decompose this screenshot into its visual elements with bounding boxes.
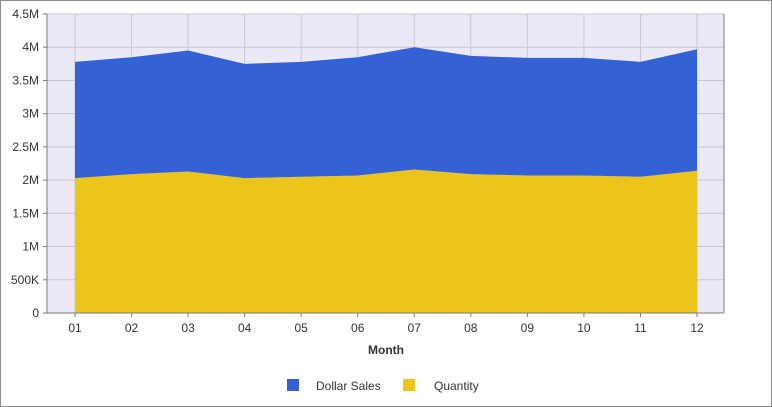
y-tick-label: 0: [32, 306, 39, 320]
y-tick-label: 500K: [11, 273, 39, 287]
x-tick-label: 06: [351, 321, 365, 335]
x-tick-label: 08: [464, 321, 478, 335]
area-series: [75, 47, 697, 313]
x-tick-label: 07: [408, 321, 422, 335]
axes: [46, 14, 725, 314]
y-tick-label: 1M: [22, 240, 39, 254]
y-tick-label: 4M: [22, 40, 39, 54]
y-tick-label: 3.5M: [12, 73, 39, 87]
legend: Dollar Sales Quantity: [287, 379, 479, 393]
y-tick-label: 4.5M: [12, 7, 39, 21]
legend-label: Quantity: [434, 379, 479, 393]
y-tick-label: 2.5M: [12, 140, 39, 154]
x-axis-title: Month: [368, 343, 404, 357]
x-tick-label: 05: [295, 321, 309, 335]
x-tick-label: 02: [125, 321, 139, 335]
y-tick-label: 2M: [22, 173, 39, 187]
x-tick-labels: 01 02 03 04 05 06 07 08 09 10 11 12: [68, 313, 704, 335]
x-tick-label: 09: [521, 321, 535, 335]
x-tick-label: 12: [690, 321, 704, 335]
area-dollar-sales: [75, 47, 697, 179]
y-tick-label: 1.5M: [12, 206, 39, 220]
x-tick-label: 01: [68, 321, 82, 335]
area-quantity: [75, 169, 697, 313]
legend-swatch: [287, 379, 299, 391]
x-tick-label: 04: [238, 321, 252, 335]
legend-swatch: [403, 379, 415, 391]
x-tick-label: 11: [634, 321, 647, 335]
x-tick-label: 03: [181, 321, 195, 335]
y-tick-label: 3M: [22, 107, 39, 121]
y-tick-labels: 0 500K 1M 1.5M 2M 2.5M 3M 3.5M 4M 4.5M: [11, 7, 47, 320]
legend-label: Dollar Sales: [316, 379, 381, 393]
x-tick-label: 10: [577, 321, 591, 335]
